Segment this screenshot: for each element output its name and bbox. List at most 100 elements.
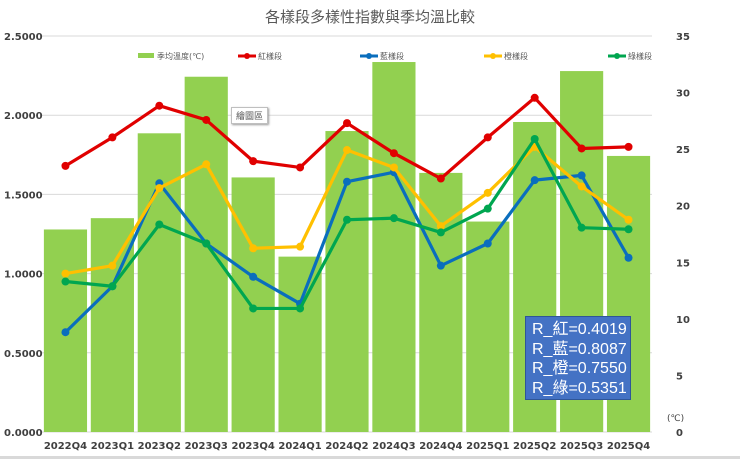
data-point-marker[interactable] [624,225,633,234]
data-point-marker[interactable] [577,144,586,153]
data-point-marker[interactable] [155,101,164,110]
data-point-marker[interactable] [343,146,351,155]
x-axis-tick: 2023Q2 [138,441,181,452]
data-point-marker[interactable] [343,215,351,224]
data-point-marker[interactable] [61,277,70,286]
data-point-marker[interactable] [436,261,445,270]
data-point-marker[interactable] [249,157,258,166]
data-point-marker[interactable] [61,269,70,278]
right-axis-tick: 15 [676,258,690,269]
right-axis-tick: 20 [676,202,690,213]
data-point-marker[interactable] [108,282,117,291]
left-axis-tick: 0.0000 [4,428,43,439]
data-point-marker[interactable] [436,228,445,237]
x-axis-tick: 2023Q3 [185,441,228,452]
legend-marker [490,53,496,59]
right-axis-tick: 10 [676,315,690,326]
left-axis-tick: 2.5000 [4,32,43,43]
data-point-marker[interactable] [483,133,492,142]
data-point-marker[interactable] [108,133,117,142]
correlation-green: R_綠=0.5351 [532,379,627,397]
data-point-marker[interactable] [624,142,633,151]
x-axis-tick: 2022Q4 [44,441,87,452]
line-series-紅樣段[interactable] [61,93,633,183]
x-axis-tick: 2024Q2 [325,441,368,452]
data-point-marker[interactable] [389,149,398,158]
legend-label: 綠樣段 [628,51,652,61]
data-point-marker[interactable] [202,239,211,248]
data-point-marker[interactable] [296,304,305,313]
left-axis-tick: 0.5000 [4,349,43,360]
data-point-marker[interactable] [483,204,492,213]
correlation-red: R_紅=0.4019 [532,321,627,338]
data-point-marker[interactable] [61,328,70,337]
data-point-marker[interactable] [343,177,351,186]
correlation-blue: R_藍=0.8087 [532,340,627,358]
x-axis-tick: 2025Q1 [466,441,509,452]
data-point-marker[interactable] [624,215,633,224]
legend-marker [366,53,372,59]
data-point-marker[interactable] [436,174,445,183]
data-point-marker[interactable] [61,161,70,170]
x-axis-tick: 2025Q4 [607,441,650,452]
x-axis-tick: 2024Q3 [372,441,415,452]
data-point-marker[interactable] [249,244,258,253]
temperature-bar[interactable] [466,221,510,432]
data-point-marker[interactable] [436,222,445,231]
right-axis-tick: 0 [676,428,683,439]
right-axis-unit-label: (℃) [667,414,685,424]
data-point-marker[interactable] [249,272,258,281]
legend-label: 藍樣段 [380,51,404,61]
data-point-marker[interactable] [249,304,258,313]
line-series-綠樣段[interactable] [61,134,633,313]
data-point-marker[interactable] [530,134,539,143]
temperature-bar[interactable] [137,133,181,432]
data-point-marker[interactable] [155,220,164,229]
right-axis-tick: 35 [676,32,690,43]
x-axis-tick: 2024Q1 [278,441,321,452]
data-point-marker[interactable] [483,188,492,197]
data-point-marker[interactable] [577,171,586,180]
data-point-marker[interactable] [202,115,211,124]
x-axis-tick: 2023Q1 [91,441,134,452]
temperature-bar[interactable] [419,172,463,432]
correlation-box[interactable]: R_紅=0.4019 R_藍=0.8087 R_橙=0.7550 R_綠=0.5… [525,316,631,400]
legend: 季均溫度(℃) 紅樣段 藍樣段 橙樣段 綠樣段 [138,51,652,61]
chart-title: 各樣段多樣性指數與季均溫比較 [264,8,475,26]
right-axis-tick: 25 [676,145,690,156]
data-point-marker[interactable] [296,242,305,251]
data-point-marker[interactable] [577,182,586,191]
data-point-marker[interactable] [389,163,398,172]
temperature-bar[interactable] [278,256,322,432]
x-axis-tick: 2025Q3 [560,441,603,452]
right-axis-tick: 30 [676,89,690,100]
x-axis-tick: 2024Q4 [419,441,462,452]
data-point-marker[interactable] [483,239,492,248]
data-point-marker[interactable] [202,160,211,169]
temperature-bar[interactable] [372,62,416,432]
x-axis-tick: 2025Q2 [513,441,556,452]
data-point-marker[interactable] [530,176,539,185]
data-point-marker[interactable] [296,163,305,172]
data-point-marker[interactable] [389,214,398,223]
left-axis-tick: 1.0000 [4,270,43,281]
data-point-marker[interactable] [155,184,164,193]
right-axis-tick: 5 [676,371,683,382]
left-axis-tick: 1.5000 [4,190,43,201]
data-point-marker[interactable] [577,223,586,232]
data-point-marker[interactable] [108,261,117,270]
legend-label: 橙樣段 [504,51,528,61]
legend-label: 季均溫度(℃) [157,51,204,61]
legend-label: 紅樣段 [258,51,282,61]
data-point-marker[interactable] [530,93,539,102]
data-point-marker[interactable] [343,119,351,128]
legend-marker [244,53,250,59]
correlation-orange: R_橙=0.7550 [532,360,627,377]
plot-area-tooltip: 繪圖區 [231,107,269,124]
temperature-bar[interactable] [325,131,369,433]
data-point-marker[interactable] [624,253,633,262]
left-axis-tick: 2.0000 [4,111,43,122]
legend-marker [614,53,620,59]
